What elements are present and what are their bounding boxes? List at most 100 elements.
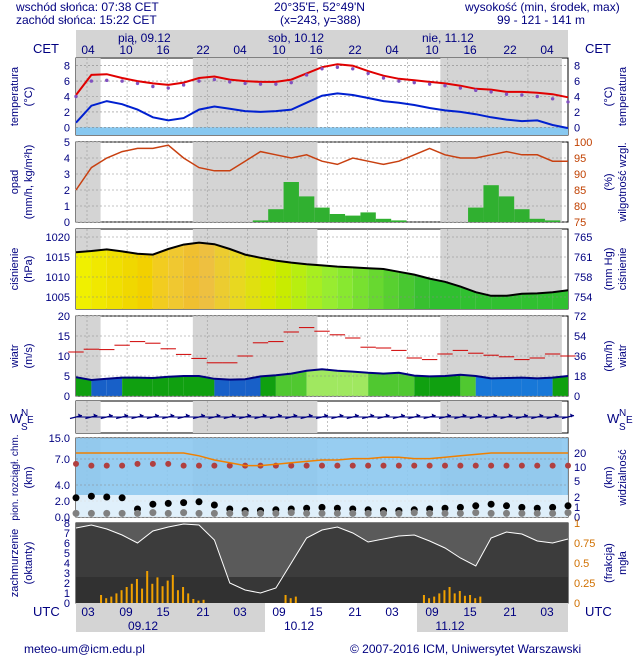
fog-tick-right: 0.5 bbox=[574, 558, 589, 570]
pressure-fill-segment bbox=[337, 266, 353, 309]
visibility-tick-right: 1 bbox=[574, 502, 580, 514]
cloud-base-dot bbox=[72, 509, 80, 517]
cloud-base-dot bbox=[318, 509, 326, 517]
pressure-tick-left: 1005 bbox=[46, 292, 70, 304]
hour-label-bottom: 03 bbox=[385, 605, 399, 619]
cloud-base-dot bbox=[533, 509, 541, 517]
wind-fill-segment bbox=[76, 377, 92, 396]
high-cloud-dot bbox=[211, 462, 218, 469]
wind-fill-segment bbox=[414, 375, 430, 396]
day-label-top: pią, 09.12 bbox=[118, 31, 171, 45]
high-cloud-dot bbox=[380, 462, 387, 469]
pressure-tick-right: 754 bbox=[574, 292, 592, 304]
temp-tick-right: 6 bbox=[574, 76, 580, 88]
wind-fill-segment bbox=[368, 372, 384, 396]
wind-direction-arrowhead bbox=[201, 413, 205, 418]
pressure-fill-segment bbox=[168, 244, 184, 309]
fog-bar bbox=[284, 595, 287, 603]
day-label-bottom: 11.12 bbox=[435, 619, 464, 633]
wind-fill-segment bbox=[383, 372, 399, 396]
temp-axis-label-left-1: temperatura bbox=[9, 66, 21, 126]
pressure-axis-label-right-2: ciśnienie bbox=[617, 248, 629, 291]
pressure-fill-segment bbox=[414, 274, 430, 309]
cloud-top-dot bbox=[210, 501, 218, 509]
pressure-fill-segment bbox=[275, 260, 292, 309]
pressure-fill-segment bbox=[199, 242, 215, 309]
dew-point-dot bbox=[135, 81, 140, 86]
wind-direction-arrowhead bbox=[277, 413, 282, 418]
wind-direction-arrowhead bbox=[400, 413, 405, 418]
cloud-base-dot bbox=[195, 509, 203, 517]
fog-bar bbox=[171, 575, 174, 603]
precip-bar bbox=[375, 218, 392, 222]
high-cloud-dot bbox=[518, 462, 525, 469]
cloud-base-dot bbox=[287, 509, 295, 517]
cloud-axis-label-left-1: pion. rozciągł. chm. bbox=[10, 434, 21, 520]
pressure-tick-right: 758 bbox=[574, 272, 592, 284]
cloud-top-dot bbox=[318, 503, 326, 511]
pressure-fill-segment bbox=[229, 249, 246, 309]
visibility-tick-right: 20 bbox=[574, 448, 586, 460]
wind-direction-arrowhead bbox=[247, 413, 252, 418]
fog-bar bbox=[182, 587, 185, 603]
wind-fill-segment bbox=[106, 377, 123, 396]
hour-label-bottom: 15 bbox=[156, 605, 170, 619]
hour-label-top: 04 bbox=[385, 43, 399, 57]
temp-tick-left: 2 bbox=[64, 107, 70, 119]
wind-direction-arrowhead bbox=[339, 413, 344, 418]
humidity-tick-right: 80 bbox=[574, 201, 586, 213]
cloud-top-dot bbox=[195, 498, 203, 506]
pressure-fill-segment bbox=[306, 264, 322, 309]
wind-direction-arrowhead bbox=[354, 413, 359, 418]
dew-point-dot bbox=[520, 93, 524, 97]
high-cloud-dot bbox=[165, 460, 172, 467]
pressure-fill-segment bbox=[91, 249, 107, 309]
pressure-fill-segment bbox=[352, 267, 369, 309]
hour-label-bottom: 21 bbox=[196, 605, 210, 619]
fog-bar bbox=[294, 596, 297, 603]
cloud-base-dot bbox=[456, 509, 464, 517]
dew-point-dot bbox=[274, 82, 278, 86]
wind-direction-arrowhead bbox=[231, 413, 236, 418]
wind-tick-left: 0 bbox=[64, 391, 70, 403]
high-cloud-dot bbox=[134, 460, 141, 467]
pressure-fill-segment bbox=[122, 251, 138, 309]
fog-bar bbox=[438, 593, 441, 603]
dew-point-dot bbox=[489, 90, 493, 94]
cloud-cover-tick-left: 6 bbox=[64, 538, 70, 550]
precip-bar bbox=[529, 218, 545, 222]
cloud-base-dot bbox=[518, 509, 526, 517]
wind-fill-segment bbox=[460, 374, 476, 396]
pressure-fill-segment bbox=[368, 268, 384, 309]
wind-fill-segment bbox=[398, 372, 415, 396]
sunset-text: zachód słońca: 15:22 CET bbox=[16, 13, 157, 27]
cloud-top-dot bbox=[549, 503, 557, 511]
dew-point-dot bbox=[474, 88, 478, 93]
high-cloud-dot bbox=[226, 462, 233, 469]
contact-email[interactable]: meteo-um@icm.edu.pl bbox=[24, 642, 145, 656]
high-cloud-dot bbox=[119, 462, 126, 469]
fog-bar bbox=[176, 590, 179, 603]
visibility-tick-right: 2 bbox=[574, 492, 580, 504]
cloud-top-dot bbox=[72, 494, 80, 502]
day-label-top: nie, 11.12 bbox=[422, 31, 474, 45]
hour-label-bottom: 21 bbox=[503, 605, 517, 619]
fog-bar bbox=[202, 599, 205, 603]
hour-label-top: 22 bbox=[348, 43, 362, 57]
fog-bar bbox=[105, 598, 108, 603]
cloud-cover-axis-label-left-2: (oktanty) bbox=[23, 542, 35, 585]
fog-bar bbox=[433, 596, 436, 603]
precip-bar bbox=[514, 209, 530, 222]
hour-label-top: 16 bbox=[156, 43, 170, 57]
high-cloud-dot bbox=[349, 462, 356, 469]
hour-label-bottom: 21 bbox=[348, 605, 362, 619]
precip-bar bbox=[329, 214, 346, 222]
pressure-fill-segment bbox=[521, 293, 538, 309]
wind-direction-arrowhead bbox=[462, 413, 467, 418]
cloud-top-dot bbox=[518, 503, 526, 511]
cloud-top-dot bbox=[149, 500, 157, 508]
pressure-line bbox=[75, 241, 569, 297]
cloud-top-dot bbox=[564, 502, 572, 510]
wind-fill-segment bbox=[199, 376, 215, 396]
hour-label-top: 10 bbox=[425, 43, 439, 57]
